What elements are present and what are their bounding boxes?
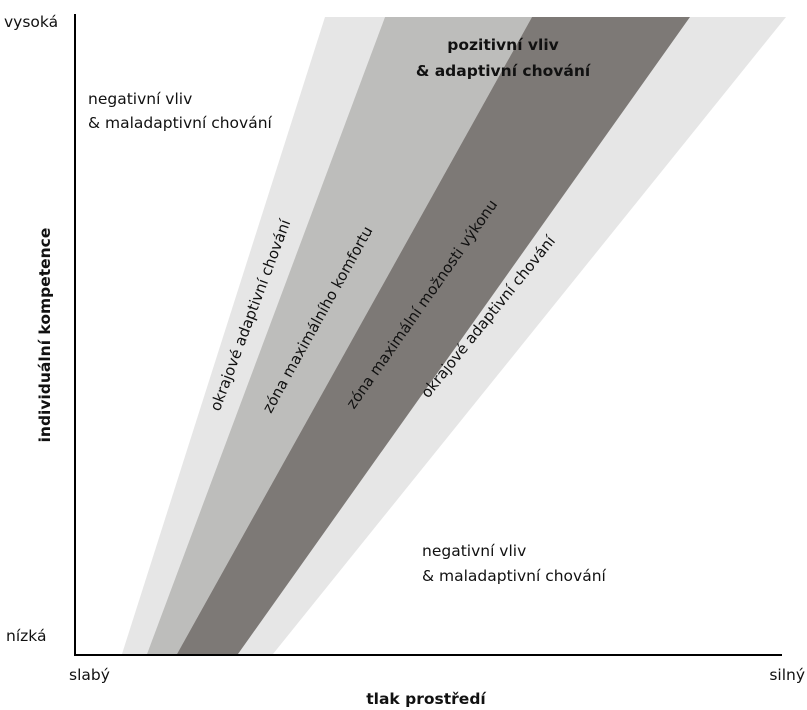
lower-right-region-line1: negativní vliv bbox=[422, 542, 526, 560]
x-axis-right-label: silný bbox=[769, 666, 805, 684]
outer-right-band bbox=[238, 17, 786, 654]
top-center-region-line1: pozitivní vliv bbox=[447, 36, 558, 54]
upper-left-region-line2: & maladaptivní chování bbox=[88, 114, 273, 132]
top-center-region-line2: & adaptivní chování bbox=[416, 62, 591, 80]
outer-left-band bbox=[122, 17, 385, 654]
y-axis-bottom-label: nízká bbox=[6, 627, 46, 645]
x-axis-left-label: slabý bbox=[69, 666, 110, 684]
lower-right-region-line2: & maladaptivní chování bbox=[422, 567, 607, 585]
performance-band bbox=[177, 17, 690, 654]
upper-left-region-line1: negativní vliv bbox=[88, 90, 192, 108]
y-axis-title: individuální kompetence bbox=[36, 228, 54, 443]
x-axis-title: tlak prostředí bbox=[366, 690, 486, 708]
y-axis-top-label: vysoká bbox=[4, 13, 58, 31]
comfort-band bbox=[147, 17, 532, 654]
